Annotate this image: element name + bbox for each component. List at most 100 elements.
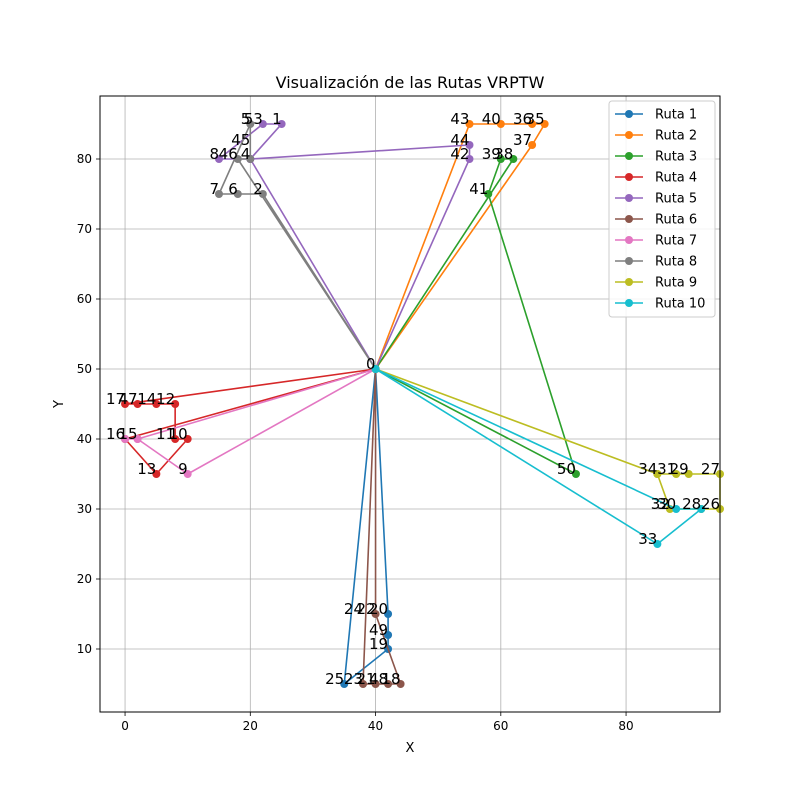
plot-frame (99, 95, 721, 713)
y-tick-label: 60 (77, 292, 92, 306)
legend-entry: Ruta 2 (615, 129, 697, 144)
node-label: 30 (657, 495, 676, 513)
route-point (371, 680, 380, 688)
node-label: 47 (118, 390, 137, 408)
node-label: 37 (513, 131, 532, 149)
route-point (396, 680, 405, 688)
route-point (384, 680, 393, 688)
route-point (672, 470, 681, 478)
route-line (124, 368, 376, 475)
route-point (183, 435, 192, 443)
node-label: 1 (272, 110, 282, 128)
route-point (133, 435, 142, 443)
route-point (246, 155, 255, 163)
route-point (171, 400, 180, 408)
legend-label: Ruta 9 (655, 276, 697, 291)
route-point (152, 400, 161, 408)
node-label: 0 (366, 355, 376, 373)
route-point (653, 470, 662, 478)
legend-label: Ruta 5 (655, 192, 697, 207)
node-label: 45 (231, 131, 250, 149)
y-tick-label: 40 (77, 432, 92, 446)
node-label: 32 (651, 495, 670, 513)
route-point (465, 141, 474, 149)
route-point (183, 470, 192, 478)
legend-swatch-marker (625, 152, 633, 160)
y-tick-label: 10 (77, 642, 92, 656)
x-tick-label: 80 (618, 719, 633, 733)
legend-box (608, 100, 716, 318)
legend-swatch-marker (625, 278, 633, 286)
route-point (258, 120, 267, 128)
legend-swatch-marker (625, 110, 633, 118)
route-point (214, 190, 223, 198)
route-point (171, 435, 180, 443)
route-point (509, 155, 518, 163)
legend-entry: Ruta 5 (615, 192, 697, 207)
y-tick-label: 70 (77, 222, 92, 236)
route-lines (121, 120, 724, 688)
node-label: 24 (344, 600, 363, 618)
legend-entry: Ruta 1 (615, 108, 697, 123)
route-point (133, 400, 142, 408)
route-point (528, 141, 537, 149)
legend-label: Ruta 3 (655, 150, 697, 165)
node-label: 33 (638, 530, 657, 548)
node-label: 18 (382, 670, 401, 688)
node-label: 36 (513, 110, 532, 128)
node-label: 9 (178, 460, 188, 478)
node-label: 44 (450, 131, 469, 149)
node-label: 13 (137, 460, 156, 478)
route-point (540, 120, 549, 128)
route-point (496, 155, 505, 163)
x-tick-label: 60 (493, 719, 508, 733)
legend-label: Ruta 4 (655, 171, 697, 186)
x-tick-label: 40 (368, 719, 383, 733)
route-point (684, 470, 693, 478)
node-label: 38 (494, 145, 513, 163)
node-label: 6 (228, 180, 238, 198)
node-label: 40 (482, 110, 501, 128)
legend-entry: Ruta 7 (615, 234, 697, 249)
legend-entry: Ruta 8 (615, 255, 697, 270)
node-label: 50 (557, 460, 576, 478)
route-point (258, 190, 267, 198)
route-point (484, 190, 493, 198)
node-label: 31 (657, 460, 676, 478)
legend-swatch-marker (625, 194, 633, 202)
node-label: 19 (369, 635, 388, 653)
node-label: 21 (356, 670, 375, 688)
y-axis-label: Y (52, 400, 67, 409)
route-point (384, 610, 393, 618)
node-label: 46 (219, 145, 238, 163)
route-point (359, 680, 368, 688)
legend-label: Ruta 10 (655, 297, 705, 312)
node-label: 16 (106, 425, 125, 443)
route-point (152, 470, 161, 478)
route-point (246, 120, 255, 128)
legend-label: Ruta 8 (655, 255, 697, 270)
node-label: 11 (156, 425, 175, 443)
node-label: 28 (682, 495, 701, 513)
legend: Ruta 1 Ruta 2 Ruta 3 Ruta 4 Ruta 5 Ruta 6 Ruta… (608, 100, 716, 318)
node-label: 26 (701, 495, 720, 513)
node-label: 48 (369, 670, 388, 688)
route-point (233, 190, 242, 198)
y-tick-label: 30 (77, 502, 92, 516)
x-tick-label: 20 (243, 719, 258, 733)
y-tick-label: 20 (77, 572, 92, 586)
legend-entry: Ruta 6 (615, 213, 697, 228)
node-label: 34 (638, 460, 657, 478)
node-label: 35 (526, 110, 545, 128)
route-point (233, 155, 242, 163)
legend-label: Ruta 2 (655, 129, 697, 144)
legend-swatch-marker (625, 173, 633, 181)
legend-swatch-marker (625, 215, 633, 223)
route-point (277, 120, 286, 128)
node-label: 25 (325, 670, 344, 688)
node-label: 41 (469, 180, 488, 198)
node-label: 29 (670, 460, 689, 478)
route-point (465, 155, 474, 163)
legend-entry: Ruta 4 (615, 171, 697, 186)
